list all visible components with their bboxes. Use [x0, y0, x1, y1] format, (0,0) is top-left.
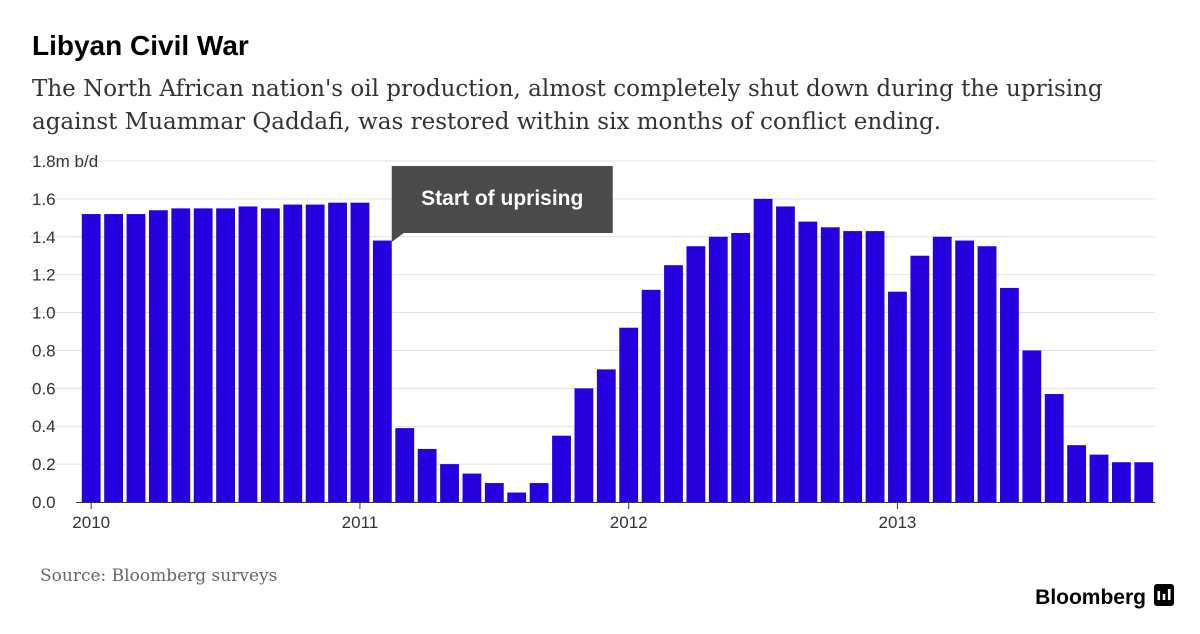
bar: [1067, 445, 1087, 502]
bar: [171, 208, 191, 502]
y-tick-label: 1.2: [32, 266, 56, 285]
bar: [1044, 394, 1064, 502]
y-tick-label: 1.4: [32, 228, 56, 247]
source-note: Source: Bloomberg surveys: [40, 566, 278, 586]
brand-name: Bloomberg: [1035, 585, 1146, 609]
bar: [1089, 454, 1109, 502]
bar: [1112, 462, 1131, 502]
bar: [888, 291, 907, 502]
brand-logo: Bloomberg: [1035, 584, 1174, 611]
bar: [126, 214, 146, 503]
bar: [753, 198, 773, 502]
bar: [260, 208, 280, 502]
x-tick-label: 2010: [72, 513, 110, 532]
x-axis-ticks: 2010 2011 2012 2013: [72, 502, 916, 532]
bars: [81, 198, 1154, 503]
bar: [1000, 287, 1019, 502]
bar: [686, 246, 706, 502]
y-tick-label: 1.8m b/d: [32, 152, 98, 171]
y-tick-label: 0.2: [32, 455, 56, 474]
bar: [507, 492, 527, 502]
x-tick-label: 2011: [342, 513, 379, 532]
bar: [81, 214, 101, 503]
y-axis-labels: 0.0 0.2 0.4 0.6 0.8 1.0 1.2 1.4 1.6 1.8m b/d: [32, 152, 98, 512]
bar: [328, 202, 347, 502]
bloomberg-terminal-icon: [1154, 584, 1174, 611]
y-tick-label: 0.4: [32, 417, 56, 436]
bar: [865, 231, 885, 502]
bar: [641, 289, 661, 502]
bar: [216, 208, 235, 502]
x-tick-label: 2012: [610, 513, 648, 532]
bar: [776, 206, 795, 502]
bar: [574, 388, 594, 502]
bar: [305, 204, 325, 503]
bar: [977, 246, 997, 502]
annotation-pointer: [391, 233, 404, 242]
bar: [193, 208, 213, 502]
bar: [619, 327, 639, 502]
bar: [664, 265, 683, 502]
bar: [484, 483, 504, 502]
annotation-callout: Start of uprising: [391, 166, 613, 242]
chart-subtitle: The North African nation's oil productio…: [32, 76, 1103, 135]
y-tick-label: 1.6: [32, 190, 56, 209]
bar: [104, 214, 123, 503]
bar: [910, 255, 930, 502]
y-tick-label: 0.0: [32, 493, 56, 512]
bar: [350, 202, 370, 502]
bar: [843, 231, 863, 502]
bar: [596, 369, 616, 502]
annotation-label: Start of uprising: [421, 187, 583, 210]
chart-title: Libyan Civil War: [32, 30, 249, 61]
annotation-box: [391, 166, 613, 233]
bar: [283, 204, 303, 503]
bar: [1134, 462, 1154, 502]
bar: [820, 227, 840, 503]
bar: [708, 236, 728, 502]
bar: [372, 240, 392, 503]
bar: [529, 483, 549, 502]
bar: [440, 464, 459, 502]
x-tick-label: 2013: [879, 513, 917, 532]
bar: [238, 206, 258, 502]
bar: [417, 448, 437, 502]
bar: [1022, 350, 1042, 502]
bar: [955, 240, 975, 503]
y-tick-label: 0.8: [32, 341, 56, 360]
bar: [798, 221, 818, 502]
y-tick-label: 1.0: [32, 304, 56, 323]
bar: [148, 210, 168, 502]
bar: [731, 232, 751, 502]
bar: [395, 428, 415, 502]
bar: [552, 435, 571, 502]
y-tick-label: 0.6: [32, 379, 56, 398]
bar: [462, 473, 482, 502]
bar: [932, 236, 952, 502]
